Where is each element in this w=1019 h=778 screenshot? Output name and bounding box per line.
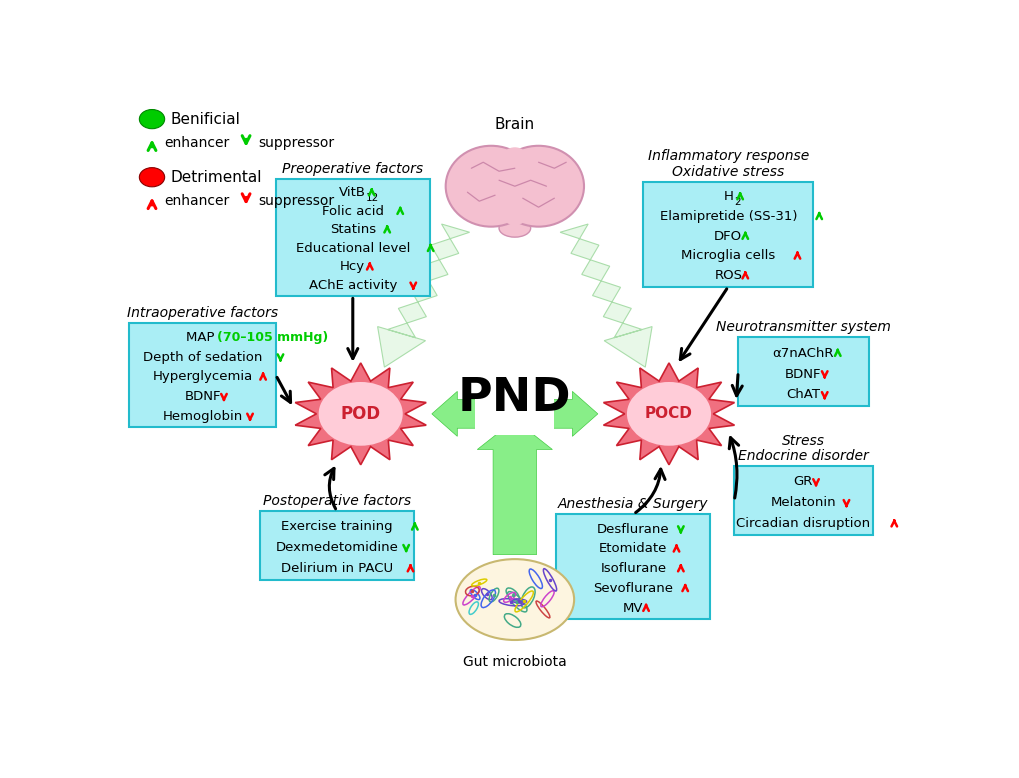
Text: Intraoperative factors: Intraoperative factors — [127, 306, 278, 320]
Text: Postoperative factors: Postoperative factors — [263, 494, 411, 508]
Polygon shape — [559, 224, 651, 367]
Text: Brain: Brain — [494, 117, 534, 132]
Text: Elamipretide (SS-31): Elamipretide (SS-31) — [659, 210, 796, 223]
Ellipse shape — [445, 145, 536, 226]
Text: Exercise training: Exercise training — [281, 520, 392, 534]
Text: Depth of sedation: Depth of sedation — [143, 351, 262, 363]
Text: ROS: ROS — [713, 269, 742, 282]
Text: MAP: MAP — [186, 331, 219, 344]
Text: POD: POD — [340, 405, 380, 423]
Text: 12: 12 — [366, 193, 379, 203]
Circle shape — [627, 382, 710, 446]
Text: Hcy: Hcy — [340, 261, 365, 273]
Text: Microglia cells: Microglia cells — [681, 250, 774, 262]
Text: Isoflurane: Isoflurane — [600, 562, 665, 575]
Text: 2: 2 — [734, 197, 741, 207]
FancyBboxPatch shape — [555, 514, 710, 619]
FancyBboxPatch shape — [260, 511, 414, 580]
Text: (70–105 mmHg): (70–105 mmHg) — [217, 331, 328, 344]
Text: MV: MV — [623, 601, 643, 615]
Text: suppressor: suppressor — [258, 136, 334, 150]
FancyBboxPatch shape — [475, 393, 554, 435]
Text: Neurotransmitter system: Neurotransmitter system — [715, 321, 890, 335]
Text: Inflammatory response: Inflammatory response — [647, 149, 808, 163]
Polygon shape — [603, 363, 734, 464]
Text: suppressor: suppressor — [258, 194, 334, 209]
Polygon shape — [377, 224, 469, 367]
FancyBboxPatch shape — [275, 179, 429, 296]
Polygon shape — [294, 363, 426, 464]
Text: POCD: POCD — [644, 406, 692, 422]
Text: α7nAChR: α7nAChR — [771, 347, 834, 359]
Ellipse shape — [492, 145, 584, 226]
Circle shape — [140, 110, 164, 128]
FancyBboxPatch shape — [738, 338, 868, 406]
Text: Benificial: Benificial — [171, 111, 240, 127]
Circle shape — [140, 167, 164, 187]
Text: GR: GR — [793, 475, 812, 489]
Text: PND: PND — [458, 377, 571, 422]
Text: Melatonin: Melatonin — [769, 496, 836, 510]
Text: Educational level: Educational level — [296, 242, 410, 254]
Polygon shape — [506, 391, 597, 436]
Text: Gut microbiota: Gut microbiota — [463, 655, 567, 669]
Text: AChE activity: AChE activity — [309, 279, 396, 292]
Text: BDNF: BDNF — [785, 367, 821, 380]
Text: Stress: Stress — [782, 433, 824, 447]
Ellipse shape — [498, 219, 530, 237]
Text: Endocrine disorder: Endocrine disorder — [738, 449, 868, 463]
Text: Hyperglycemia: Hyperglycemia — [152, 370, 253, 384]
Text: Sevoflurane: Sevoflurane — [593, 582, 673, 595]
Text: Hemoglobin: Hemoglobin — [162, 410, 243, 423]
Ellipse shape — [491, 147, 538, 225]
Text: enhancer: enhancer — [164, 194, 229, 209]
Text: Circadian disruption: Circadian disruption — [736, 517, 869, 530]
Text: Detrimental: Detrimental — [171, 170, 262, 184]
Text: DFO: DFO — [713, 230, 742, 243]
FancyBboxPatch shape — [643, 182, 812, 286]
Ellipse shape — [455, 559, 574, 640]
Text: BDNF: BDNF — [184, 391, 221, 403]
Text: Statins: Statins — [329, 223, 375, 237]
Text: ChAT: ChAT — [786, 388, 819, 401]
Text: Oxidative stress: Oxidative stress — [672, 165, 784, 179]
Polygon shape — [477, 420, 552, 555]
Text: Folic acid: Folic acid — [321, 205, 383, 218]
Text: Anesthesia & Surgery: Anesthesia & Surgery — [557, 497, 708, 511]
Text: H: H — [722, 190, 733, 203]
Polygon shape — [431, 391, 522, 436]
FancyBboxPatch shape — [129, 323, 275, 427]
Text: Dexmedetomidine: Dexmedetomidine — [275, 541, 398, 554]
Text: Preoperative factors: Preoperative factors — [282, 162, 423, 176]
Text: enhancer: enhancer — [164, 136, 229, 150]
Circle shape — [318, 382, 403, 446]
Text: VitB: VitB — [339, 186, 366, 199]
Text: Etomidate: Etomidate — [598, 542, 667, 555]
Text: Delirium in PACU: Delirium in PACU — [280, 562, 392, 575]
FancyBboxPatch shape — [734, 466, 871, 535]
Text: Desflurane: Desflurane — [596, 523, 669, 535]
